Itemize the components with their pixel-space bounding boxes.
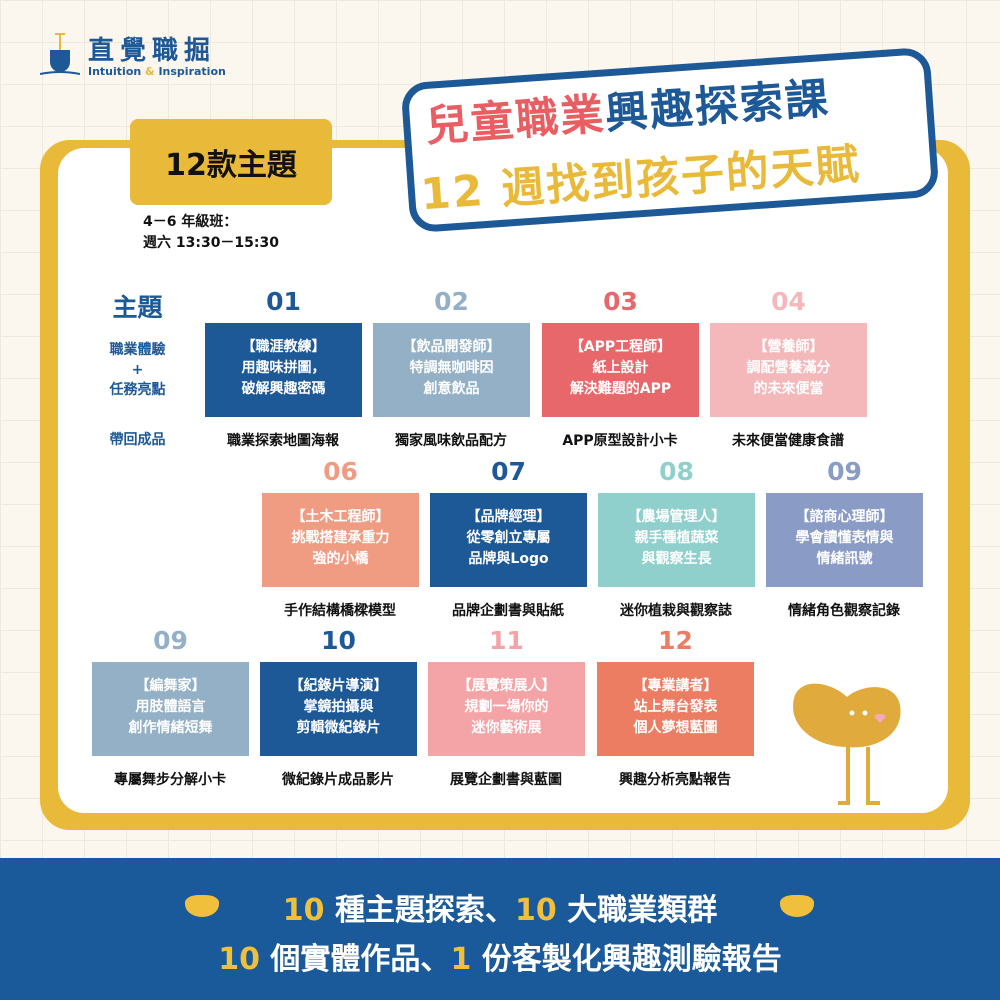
- topic-card: 【編舞家】 用肢體語言 創作情緒短舞: [92, 662, 249, 756]
- topic-number: 06: [323, 457, 358, 486]
- topic-output: 興趣分析亮點報告: [619, 772, 731, 788]
- topic-number: 09: [153, 626, 188, 655]
- banner-line-2: 10 個實體作品、1 份客製化興趣測驗報告: [218, 942, 782, 977]
- bean-icon: [185, 895, 219, 917]
- topic-output: 職業探索地圖海報: [227, 433, 339, 449]
- topic-number: 03: [603, 287, 638, 316]
- topic-number: 09: [827, 457, 862, 486]
- topic-output: 專屬舞步分解小卡: [114, 772, 226, 788]
- bean-mascot-icon: [793, 683, 901, 805]
- topic-number: 02: [434, 287, 469, 316]
- topic-number: 11: [489, 626, 524, 655]
- topic-card: 【APP工程師】 紙上設計 解決難題的APP: [542, 323, 699, 417]
- topic-number: 04: [771, 287, 806, 316]
- topic-output: 未來便當健康食譜: [732, 433, 844, 449]
- topic-card: 【職涯教練】 用趣味拼圖， 破解興趣密碼: [205, 323, 362, 417]
- topic-output: APP原型設計小卡: [562, 433, 678, 449]
- topic-card: 【紀錄片導演】 掌鏡拍攝與 剪輯微紀錄片: [260, 662, 417, 756]
- topic-number: 01: [266, 287, 301, 316]
- topic-card: 【展覽策展人】 規劃一場你的 迷你藝術展: [428, 662, 585, 756]
- topic-card: 【專業講者】 站上舞台發表 個人夢想藍圖: [597, 662, 754, 756]
- topic-card: 【農場管理人】 親手種植蔬菜 與觀察生長: [598, 493, 755, 587]
- logo-tagline: Intuition & Inspiration: [88, 65, 226, 78]
- topic-output: 品牌企劃書與貼紙: [452, 603, 564, 619]
- topic-card: 【品牌經理】 從零創立專屬 品牌與Logo: [430, 493, 587, 587]
- topic-number: 10: [321, 626, 356, 655]
- topic-card: 【營養師】 調配營養滿分 的未來便當: [710, 323, 867, 417]
- topic-number: 08: [659, 457, 694, 486]
- topic-number: 12: [658, 626, 693, 655]
- topic-card: 【土木工程師】 挑戰搭建承重力 強的小橋: [262, 493, 419, 587]
- topic-output: 微紀錄片成品影片: [282, 772, 394, 788]
- row-label-theme: 主題: [112, 293, 163, 322]
- topic-number: 07: [491, 457, 526, 486]
- bottom-banner: [0, 858, 1000, 1000]
- themes-tag: 12款主題: [130, 119, 332, 205]
- topic-output: 展覽企劃書與藍圖: [450, 772, 562, 788]
- topic-card: 【諮商心理師】 學會讀懂表情與 情緒訊號: [766, 493, 923, 587]
- banner-line-1: 10 種主題探索、10 大職業類群: [282, 893, 718, 928]
- topic-output: 手作結構橋樑模型: [284, 603, 396, 619]
- topic-output: 獨家風味飲品配方: [395, 433, 507, 449]
- bean-icon: [780, 895, 814, 917]
- topic-output: 迷你植栽與觀察誌: [620, 603, 732, 619]
- topic-card: 【飲品開發師】 特調無咖啡因 創意飲品: [373, 323, 530, 417]
- logo-text: 直覺職掘: [88, 36, 217, 66]
- topic-output: 情緒角色觀察記錄: [788, 603, 900, 619]
- schedule: 4－6 年級班： 週六 13:30－15:30: [143, 214, 280, 251]
- row-label-output: 帶回成品: [109, 432, 166, 448]
- shovel-book-logo-icon: [40, 33, 80, 75]
- row-label-experience: 職業體驗 + 任務亮點: [109, 342, 166, 398]
